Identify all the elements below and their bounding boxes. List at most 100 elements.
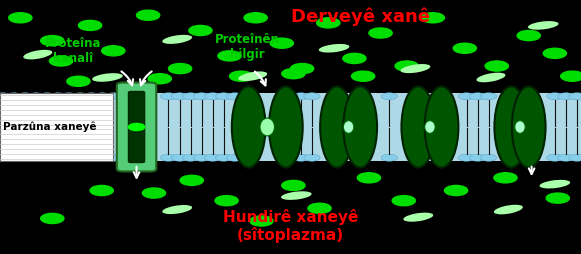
Circle shape — [102, 46, 125, 56]
Circle shape — [0, 93, 11, 100]
Circle shape — [392, 196, 415, 206]
Circle shape — [61, 93, 77, 100]
Circle shape — [304, 154, 320, 161]
Circle shape — [569, 154, 581, 161]
Circle shape — [83, 154, 99, 161]
Circle shape — [193, 93, 210, 100]
Circle shape — [78, 20, 102, 30]
Circle shape — [494, 173, 517, 183]
Circle shape — [171, 93, 188, 100]
Circle shape — [558, 154, 574, 161]
Text: Proteîna
kanalî: Proteîna kanalî — [44, 37, 101, 65]
Ellipse shape — [232, 86, 266, 168]
Ellipse shape — [540, 180, 570, 188]
Ellipse shape — [343, 121, 354, 133]
Bar — [0, 93, 581, 161]
Circle shape — [218, 51, 241, 61]
Circle shape — [28, 93, 44, 100]
Circle shape — [250, 216, 273, 226]
Circle shape — [90, 185, 113, 196]
Circle shape — [480, 93, 497, 100]
Circle shape — [458, 154, 475, 161]
Circle shape — [189, 25, 212, 36]
Circle shape — [160, 154, 177, 161]
Circle shape — [61, 154, 77, 161]
Circle shape — [480, 154, 497, 161]
Circle shape — [205, 93, 221, 100]
Circle shape — [205, 154, 221, 161]
Circle shape — [182, 154, 199, 161]
Circle shape — [28, 154, 44, 161]
Circle shape — [216, 154, 232, 161]
Circle shape — [352, 71, 375, 81]
Ellipse shape — [515, 121, 525, 133]
Ellipse shape — [476, 73, 505, 82]
Ellipse shape — [494, 205, 523, 214]
Ellipse shape — [425, 121, 435, 133]
Circle shape — [83, 93, 99, 100]
Circle shape — [569, 93, 581, 100]
Ellipse shape — [319, 44, 349, 53]
Ellipse shape — [92, 73, 123, 82]
Circle shape — [67, 76, 90, 86]
Ellipse shape — [269, 86, 303, 168]
Circle shape — [148, 74, 171, 84]
Ellipse shape — [343, 86, 377, 168]
FancyBboxPatch shape — [117, 83, 156, 171]
Ellipse shape — [162, 205, 192, 214]
Circle shape — [543, 48, 566, 58]
Circle shape — [171, 154, 188, 161]
Circle shape — [304, 93, 320, 100]
Circle shape — [216, 93, 232, 100]
Circle shape — [50, 93, 66, 100]
Text: Parzûna xaneyê: Parzûna xaneyê — [3, 122, 96, 132]
Ellipse shape — [238, 71, 267, 81]
Circle shape — [343, 53, 366, 64]
Circle shape — [137, 10, 160, 20]
Circle shape — [193, 154, 210, 161]
Circle shape — [381, 93, 397, 100]
Circle shape — [105, 93, 121, 100]
Circle shape — [421, 13, 444, 23]
Ellipse shape — [162, 35, 192, 44]
Circle shape — [381, 154, 397, 161]
Circle shape — [50, 154, 66, 161]
Circle shape — [168, 64, 192, 74]
Circle shape — [485, 61, 508, 71]
Circle shape — [94, 93, 110, 100]
Ellipse shape — [528, 21, 558, 30]
Circle shape — [444, 185, 468, 196]
Circle shape — [17, 154, 33, 161]
Circle shape — [6, 154, 22, 161]
Circle shape — [39, 93, 55, 100]
Text: (sîtoplazma): (sîtoplazma) — [237, 227, 344, 243]
Text: Hundirê xaneyê: Hundirê xaneyê — [223, 209, 358, 225]
Circle shape — [469, 93, 486, 100]
Circle shape — [72, 154, 88, 161]
Circle shape — [458, 93, 475, 100]
Circle shape — [290, 64, 314, 74]
Circle shape — [142, 188, 166, 198]
Circle shape — [244, 13, 267, 23]
Circle shape — [72, 93, 88, 100]
Circle shape — [469, 154, 486, 161]
Circle shape — [395, 61, 418, 71]
Ellipse shape — [512, 86, 546, 168]
Ellipse shape — [260, 118, 274, 136]
Circle shape — [160, 93, 177, 100]
Circle shape — [6, 93, 22, 100]
Circle shape — [182, 93, 199, 100]
Circle shape — [128, 123, 145, 131]
Circle shape — [369, 28, 392, 38]
Circle shape — [227, 154, 243, 161]
Circle shape — [17, 93, 33, 100]
Circle shape — [547, 93, 563, 100]
Ellipse shape — [400, 64, 431, 73]
Circle shape — [105, 154, 121, 161]
Circle shape — [293, 154, 309, 161]
Circle shape — [357, 173, 381, 183]
Text: Proteînên
hilgir: Proteînên hilgir — [214, 33, 279, 61]
Circle shape — [308, 203, 331, 213]
Ellipse shape — [425, 86, 458, 168]
Circle shape — [0, 154, 11, 161]
